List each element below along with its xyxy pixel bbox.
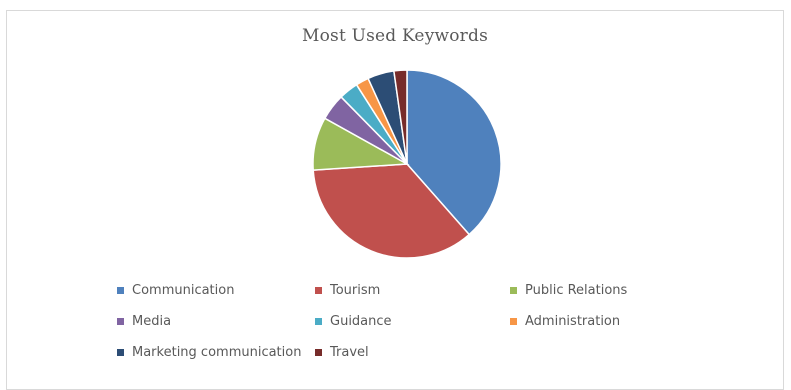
chart-title: Most Used Keywords: [301, 26, 489, 46]
legend-swatch: [510, 318, 517, 325]
legend-label: Guidance: [330, 314, 392, 329]
legend-swatch: [315, 318, 322, 325]
legend-swatch: [315, 349, 322, 356]
legend-label: Media: [132, 314, 172, 329]
legend-label: Public Relations: [525, 283, 628, 298]
legend-swatch: [315, 287, 322, 294]
legend-label: Travel: [330, 345, 369, 360]
pie-slice-communication: [406, 69, 502, 236]
legend-item-guidance: Guidance: [315, 314, 392, 329]
legend-swatch: [117, 349, 124, 356]
legend-swatch: [117, 318, 124, 325]
legend-label: Marketing communication: [132, 345, 302, 360]
legend-item-marketing-communication: Marketing communication: [117, 345, 301, 360]
legend-label: Administration: [525, 314, 621, 329]
legend-item-media: Media: [117, 314, 171, 329]
pie-slice-tourism: [312, 163, 471, 259]
legend-item-administration: Administration: [510, 314, 620, 329]
legend-swatch: [510, 287, 517, 294]
legend-item-communication: Communication: [117, 283, 234, 298]
legend-label: Communication: [132, 283, 235, 298]
legend-label: Tourism: [330, 283, 381, 298]
legend-item-public-relations: Public Relations: [510, 283, 627, 298]
legend-item-travel: Travel: [315, 345, 369, 360]
pie-slice-travel: [393, 69, 408, 165]
legend-swatch: [117, 287, 124, 294]
legend-item-tourism: Tourism: [315, 283, 380, 298]
pie-chart: [312, 69, 502, 259]
